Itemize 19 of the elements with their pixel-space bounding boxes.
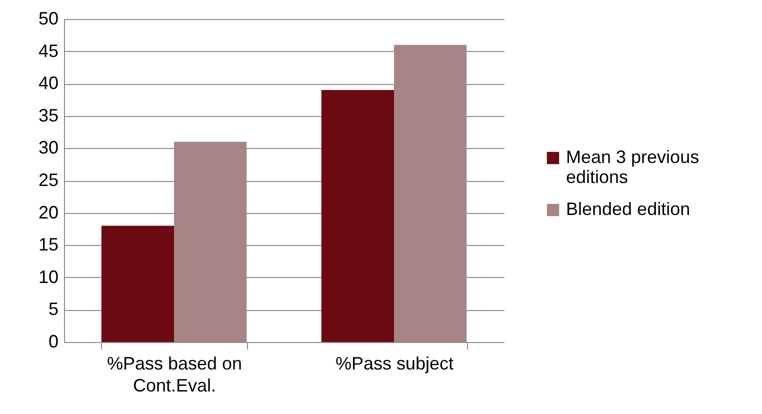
- x-tick-label: %Pass based on Cont.Eval.: [106, 354, 242, 396]
- y-tick-label: 50: [38, 8, 58, 28]
- y-tick-label: 40: [38, 73, 58, 94]
- legend-label: Mean 3 previous editions: [566, 147, 700, 187]
- y-tick-label: 15: [38, 234, 58, 255]
- y-tick-label: 35: [38, 105, 58, 126]
- y-tick-label: 5: [48, 299, 58, 320]
- y-tick-label: 0: [48, 332, 58, 352]
- bar: [321, 90, 394, 342]
- y-tick-label: 20: [38, 202, 58, 222]
- y-tick-label: 30: [38, 138, 58, 158]
- x-tick-label: %Pass subject: [335, 354, 454, 374]
- y-tick-label: 25: [38, 170, 58, 190]
- y-tick-label: 10: [38, 266, 58, 287]
- bar: [394, 44, 467, 342]
- y-tick-label: 45: [38, 40, 58, 61]
- bar: [174, 142, 247, 342]
- legend-label: Blended edition: [566, 199, 690, 219]
- bar: [101, 226, 174, 342]
